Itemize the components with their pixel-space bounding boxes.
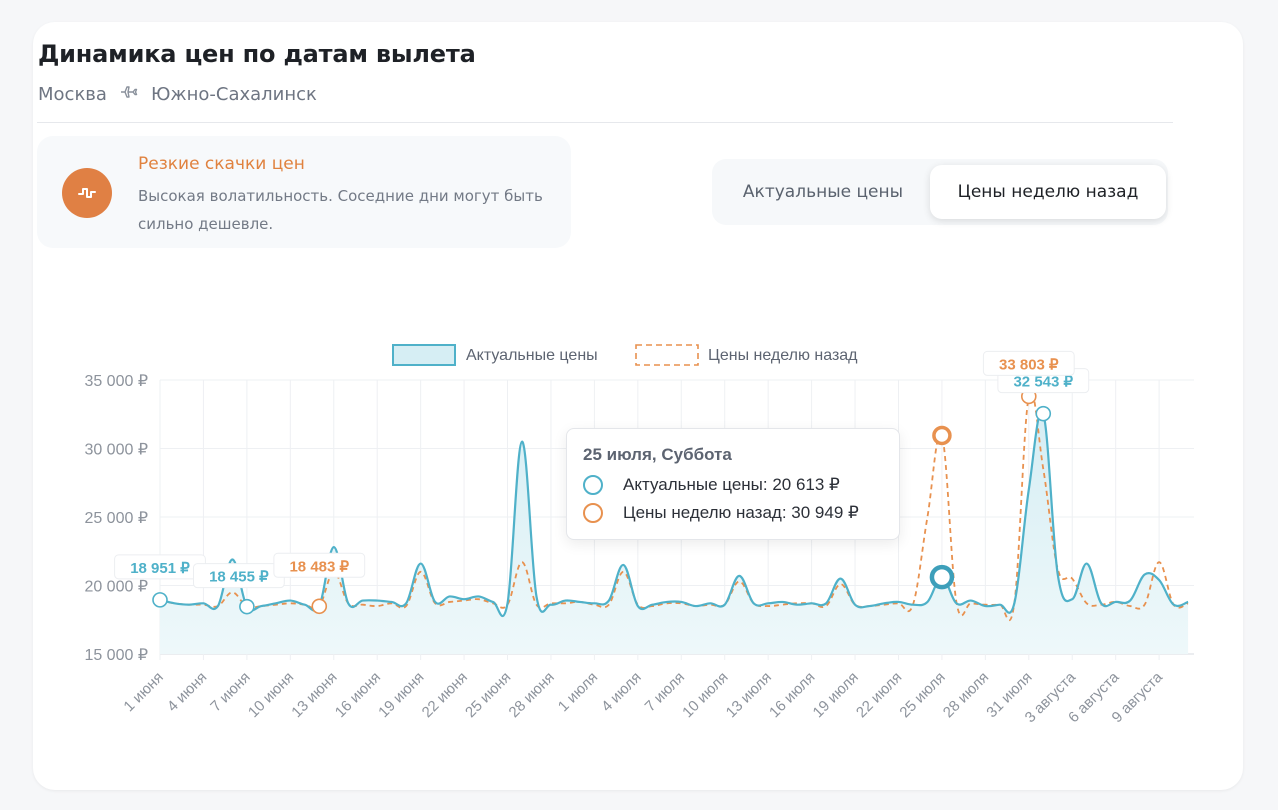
legend-week-ago-swatch (635, 344, 699, 366)
tooltip-week-dot (583, 503, 603, 523)
x-tick-label: 22 июля (853, 669, 905, 721)
x-tick-label: 19 июня (375, 669, 427, 721)
series-current-area (160, 411, 1189, 654)
x-tick-label: 25 июня (462, 669, 514, 721)
x-tick-label: 1 июля (555, 669, 601, 715)
x-tick-label: 16 июля (766, 669, 818, 721)
legend-current-label: Актуальные цены (466, 347, 598, 364)
current-highlight-marker (929, 564, 955, 590)
plane-icon (119, 82, 139, 107)
x-tick-label: 19 июля (810, 669, 862, 721)
x-tick-label: 10 июня (245, 669, 297, 721)
x-tick-label: 25 июля (896, 669, 948, 721)
y-tick-label: 30 000 ₽ (84, 442, 148, 459)
toggle-current-prices[interactable]: Актуальные цены (742, 182, 904, 202)
current-point-marker (239, 598, 255, 615)
current-point-marker (152, 592, 168, 608)
route: Москва Южно-Сахалинск (38, 82, 317, 107)
price-mode-toggle: Актуальные цены Цены неделю назад (712, 159, 1168, 225)
tooltip-current-dot (583, 475, 603, 495)
legend-week-ago-label: Цены неделю назад (708, 347, 858, 364)
x-tick-label: 13 июня (288, 669, 340, 721)
y-tick-label: 20 000 ₽ (84, 579, 148, 596)
week-ago-value-label-bg (273, 552, 366, 578)
y-tick-label: 25 000 ₽ (84, 510, 148, 527)
alert-title: Резкие скачки цен (138, 154, 305, 174)
toggle-week-ago-prices[interactable]: Цены неделю назад (930, 165, 1166, 219)
tooltip-current-value: Актуальные цены: 20 613 ₽ (623, 475, 840, 494)
week-ago-value-label: 33 803 ₽ (999, 356, 1059, 373)
week-ago-value-label-bg (982, 350, 1075, 376)
route-destination: Южно-Сахалинск (150, 84, 317, 105)
tooltip-week-value: Цены неделю назад: 30 949 ₽ (623, 503, 859, 522)
x-tick-label: 1 июня (120, 669, 166, 715)
week-ago-point-marker (311, 598, 328, 615)
x-tick-label: 28 июля (940, 669, 992, 721)
volatility-icon (62, 168, 112, 218)
x-tick-label: 22 июня (419, 669, 471, 721)
route-origin: Москва (38, 84, 107, 105)
y-tick-label: 15 000 ₽ (84, 647, 148, 664)
series-current-line (159, 410, 1189, 617)
x-tick-label: 4 июня (164, 669, 210, 715)
week-ago-value-label: 18 483 ₽ (289, 558, 349, 575)
x-tick-label: 10 июля (679, 669, 731, 721)
alert-text: Высокая волатильность. Соседние дни могу… (138, 187, 543, 233)
x-tick-label: 13 июля (723, 669, 775, 721)
tooltip-title: 25 июля, Суббота (583, 445, 732, 464)
current-value-label: 18 951 ₽ (130, 560, 190, 577)
tooltip-row-current: Актуальные цены: 20 613 ₽ (583, 475, 840, 495)
x-tick-label: 16 июня (332, 669, 384, 721)
tooltip-row-week: Цены неделю назад: 30 949 ₽ (583, 503, 859, 523)
x-tick-label: 4 июля (598, 669, 644, 715)
current-value-label: 32 543 ₽ (1013, 374, 1073, 391)
page-title: Динамика цен по датам вылета (38, 40, 476, 68)
week-ago-highlight-marker (932, 425, 952, 446)
x-tick-label: 28 июня (506, 669, 558, 721)
chart-tooltip: 25 июля, Суббота Актуальные цены: 20 613… (566, 428, 900, 540)
legend-current-swatch (392, 344, 456, 366)
current-value-label: 18 455 ₽ (209, 569, 269, 586)
divider (37, 122, 1173, 123)
volatility-alert: Резкие скачки цен Высокая волатильность.… (37, 136, 571, 248)
y-tick-label: 35 000 ₽ (84, 373, 148, 390)
current-point-marker (1035, 405, 1052, 422)
